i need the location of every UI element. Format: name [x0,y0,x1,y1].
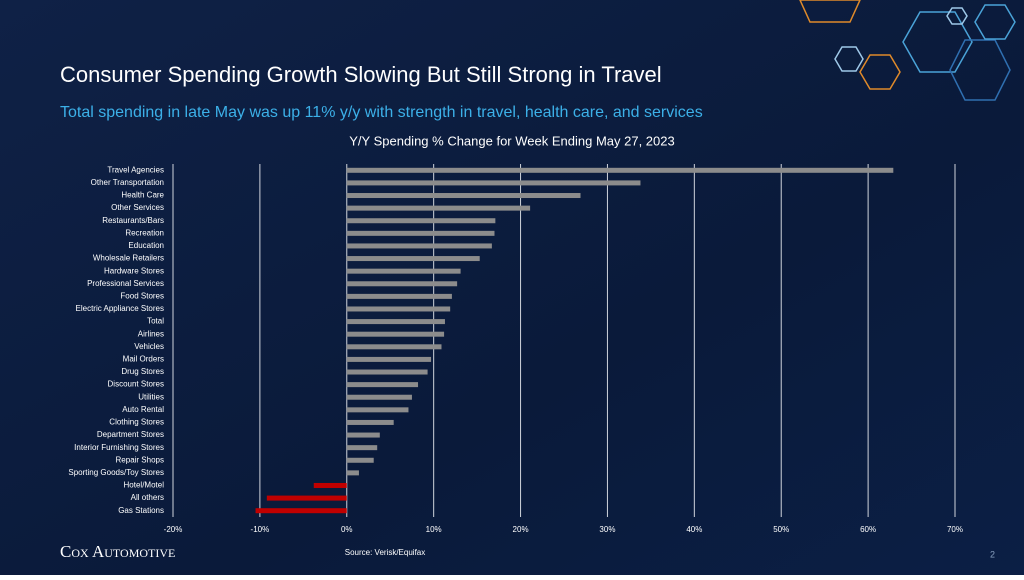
bar [346,281,458,287]
bar [313,482,347,488]
x-tick-label: 0% [341,525,353,534]
y-tick-label: Sporting Goods/Toy Stores [68,468,164,477]
y-tick-label: Electric Appliance Stores [76,304,165,313]
y-tick-label: Interior Furnishing Stores [74,443,164,452]
y-tick-label: Other Transportation [91,178,164,187]
slide-title: Consumer Spending Growth Slowing But Sti… [60,62,662,87]
y-tick-label: Repair Shops [116,455,164,464]
y-tick-label: Mail Orders [123,355,164,364]
x-tick-label: 60% [860,525,876,534]
x-tick-label: 30% [599,525,615,534]
bar [346,369,428,375]
y-tick-label: Food Stores [120,291,164,300]
bar [346,457,374,463]
plot: -20% -10% 0% 10% 20% 30% 40% 50% 60% 70% Travel Ag… [68,164,963,534]
x-tick-label: 70% [947,525,963,534]
page-number: 2 [990,549,995,559]
chart-title: Y/Y Spending % Change for Week Ending Ma… [349,133,674,148]
y-tick-label: Recreation [125,228,164,237]
bar [346,306,451,312]
x-tick-label: -10% [251,525,270,534]
bar [346,382,419,388]
logo: Cox Automotive [60,542,175,561]
y-tick-label: Restaurants/Bars [102,216,164,225]
bar [346,319,445,325]
y-tick-label: Hotel/Motel [124,481,165,490]
bar [346,268,461,274]
y-tick-label: Utilities [138,392,164,401]
y-tick-label: Hardware Stores [104,266,164,275]
bar [346,432,380,438]
y-tick-label: Professional Services [87,279,164,288]
bar [346,407,409,413]
slide-subtitle: Total spending in late May was up 11% y/… [60,104,703,121]
x-tick-label: -20% [164,525,183,534]
y-tick-label: Gas Stations [118,506,164,515]
y-tick-label: Drug Stores [121,367,164,376]
y-tick-label: Education [128,241,164,250]
bar [346,394,412,400]
x-tick-label: 50% [773,525,789,534]
bar [346,445,378,451]
y-tick-label: Auto Rental [122,405,164,414]
bar [346,356,432,362]
y-tick-label: Health Care [121,191,164,200]
y-tick-label: Vehicles [134,342,164,351]
bar [255,508,347,514]
x-tick-label: 40% [686,525,702,534]
bar [346,256,480,262]
bar [346,331,445,337]
y-tick-label: Clothing Stores [109,418,164,427]
y-tick-label: All others [131,493,164,502]
y-tick-label: Discount Stores [108,380,164,389]
y-tick-label: Other Services [111,203,164,212]
x-tick-label: 10% [426,525,442,534]
bar [266,495,347,501]
y-tick-label: Wholesale Retailers [93,254,164,263]
y-tick-label: Airlines [138,329,164,338]
bar [346,293,452,299]
bar [346,193,581,199]
hex-decoration [799,0,1016,101]
bar [346,243,492,249]
bar [346,230,495,236]
y-tick-label: Department Stores [97,430,164,439]
bar [346,419,394,425]
source: Source: Verisk/Equifax [345,548,425,557]
x-tick-label: 20% [513,525,529,534]
bar [346,470,359,476]
bar [346,180,641,186]
bar [346,167,894,173]
y-tick-label: Total [147,317,164,326]
bar [346,218,496,224]
bar [346,205,531,211]
y-tick-label: Travel Agencies [107,165,164,174]
bar [346,344,442,350]
